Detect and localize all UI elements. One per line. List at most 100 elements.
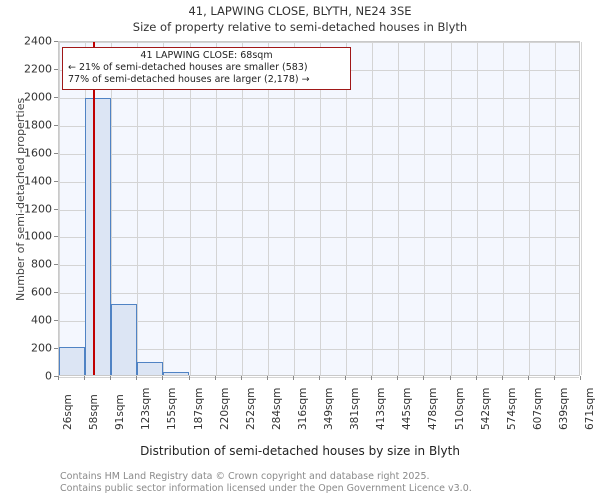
- annotation-line-1: 41 LAPWING CLOSE: 68sqm: [140, 50, 273, 61]
- gridline-vertical: [554, 42, 556, 375]
- x-axis-tick-mark: [110, 376, 112, 380]
- gridline-horizontal: [59, 237, 579, 239]
- y-axis-tick-label: 1400: [24, 174, 52, 188]
- x-axis-tick-mark: [136, 376, 138, 380]
- x-axis-tick-label: 510sqm: [453, 387, 466, 430]
- x-axis-tick-mark: [162, 376, 164, 380]
- gridline-horizontal: [59, 42, 579, 43]
- x-axis-tick-label: 187sqm: [192, 387, 205, 430]
- x-axis-tick-label: 349sqm: [323, 387, 335, 430]
- gridline-vertical: [528, 42, 530, 375]
- plot-area: [58, 41, 582, 378]
- gridline-vertical: [398, 42, 400, 375]
- y-axis-tick-label: 2200: [24, 62, 52, 76]
- gridline-horizontal: [59, 349, 579, 351]
- x-axis-tick-label: 413sqm: [375, 387, 388, 430]
- gridline-vertical: [372, 42, 374, 375]
- x-axis-tick-label: 671sqm: [584, 387, 596, 430]
- x-axis-tick-label: 26sqm: [62, 394, 74, 430]
- x-axis-tick-mark: [345, 376, 347, 380]
- x-axis-tick-label: 284sqm: [270, 387, 283, 430]
- gridline-vertical: [137, 42, 139, 375]
- x-axis-tick-mark: [266, 376, 268, 380]
- y-axis-tick-mark: [54, 180, 58, 182]
- y-axis-tick-label: 800: [31, 257, 52, 271]
- x-axis-tick-label: 381sqm: [349, 387, 362, 430]
- gridline-horizontal: [59, 181, 579, 183]
- gridline-horizontal: [59, 321, 579, 323]
- x-axis-title: Distribution of semi-detached houses by …: [140, 444, 460, 458]
- histogram-bar: [163, 371, 190, 375]
- chart-subtitle: Size of property relative to semi-detach…: [132, 20, 468, 34]
- histogram-bar: [137, 361, 164, 375]
- attribution-line-2: Contains public sector information licen…: [60, 482, 472, 494]
- gridline-vertical: [59, 42, 60, 375]
- gridline-horizontal: [59, 265, 579, 267]
- gridline-vertical: [346, 42, 348, 375]
- gridline-vertical: [450, 42, 452, 375]
- annotation-line-2: ← 21% of semi-detached houses are smalle…: [68, 62, 308, 73]
- x-axis-tick-mark: [240, 376, 242, 380]
- property-size-marker-line: [92, 42, 95, 375]
- x-axis-tick-label: 639sqm: [557, 387, 570, 430]
- y-axis-tick-label: 1600: [24, 146, 52, 160]
- y-axis-tick-mark: [54, 124, 58, 126]
- x-axis-tick-label: 316sqm: [296, 387, 309, 430]
- gridline-horizontal: [59, 97, 579, 99]
- x-axis-tick-label: 220sqm: [218, 387, 231, 430]
- x-axis-tick-label: 574sqm: [505, 387, 518, 430]
- chart-title: 41, LAPWING CLOSE, BLYTH, NE24 3SE: [188, 4, 412, 18]
- y-axis-tick-mark: [54, 376, 58, 377]
- gridline-vertical: [320, 42, 321, 375]
- y-axis-tick-mark: [54, 208, 58, 210]
- y-axis-tick-label: 2400: [24, 34, 52, 48]
- y-axis-tick-label: 400: [31, 313, 52, 327]
- y-axis-tick-mark: [54, 348, 58, 350]
- gridline-vertical: [581, 42, 582, 375]
- gridline-vertical: [189, 42, 191, 375]
- y-axis-tick-mark: [54, 264, 58, 266]
- gridline-vertical: [293, 42, 295, 375]
- histogram-bar: [59, 347, 86, 375]
- x-axis-tick-label: 58sqm: [88, 394, 101, 430]
- y-axis-tick-mark: [54, 292, 58, 294]
- y-axis-tick-mark: [54, 68, 58, 70]
- attribution-line-1: Contains HM Land Registry data © Crown c…: [60, 471, 430, 482]
- x-axis-tick-mark: [188, 376, 190, 380]
- x-axis-tick-mark: [580, 376, 581, 380]
- x-axis-tick-mark: [553, 376, 555, 380]
- gridline-vertical: [476, 42, 478, 375]
- x-axis-tick-mark: [449, 376, 451, 380]
- y-axis-tick-mark: [54, 96, 58, 98]
- y-axis-tick-label: 0: [45, 369, 52, 383]
- y-axis-tick-label: 1200: [24, 202, 52, 215]
- histogram-bar: [111, 303, 138, 375]
- x-axis-tick-label: 155sqm: [166, 387, 179, 430]
- y-axis-title: Number of semi-detached properties: [14, 97, 27, 301]
- y-axis-tick-mark: [54, 236, 58, 238]
- annotation-line-3: 77% of semi-detached houses are larger (…: [68, 74, 310, 85]
- y-axis-tick-label: 600: [31, 285, 52, 299]
- x-axis-tick-mark: [319, 376, 320, 380]
- x-axis-tick-mark: [84, 376, 86, 380]
- property-annotation-box: 41 LAPWING CLOSE: 68sqm ← 21% of semi-de…: [62, 47, 351, 90]
- gridline-horizontal: [59, 293, 579, 295]
- x-axis-tick-mark: [292, 376, 294, 380]
- y-axis-tick-mark: [54, 41, 58, 42]
- gridline-vertical: [424, 42, 426, 375]
- x-axis-tick-label: 478sqm: [427, 387, 440, 430]
- y-axis-tick-label: 1000: [24, 229, 52, 243]
- y-axis-tick-label: 200: [31, 341, 52, 355]
- y-axis-tick-mark: [54, 152, 58, 154]
- x-axis-tick-mark: [214, 376, 216, 380]
- gridline-vertical: [111, 42, 113, 375]
- y-axis-tick-label: 2000: [24, 90, 52, 104]
- gridline-vertical: [267, 42, 269, 375]
- x-axis-tick-mark: [423, 376, 425, 380]
- x-axis-tick-label: 252sqm: [244, 387, 257, 430]
- y-axis-tick-mark: [54, 320, 58, 322]
- x-axis-tick-mark: [475, 376, 477, 380]
- gridline-horizontal: [59, 125, 579, 127]
- histogram-bar: [85, 97, 112, 375]
